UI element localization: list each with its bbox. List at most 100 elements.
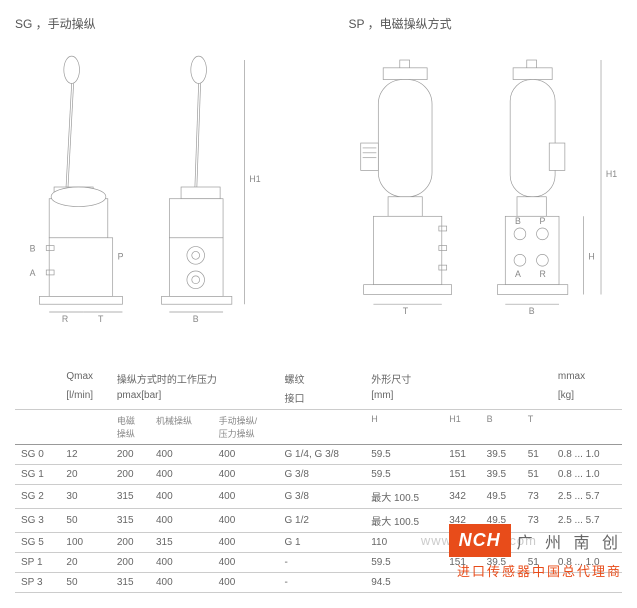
cell-em: 315 (111, 485, 150, 509)
cell-em: 200 (111, 445, 150, 465)
sp-label-H1: H1 (605, 169, 616, 179)
th-p-u: pmax[bar] (111, 386, 279, 410)
cell-em: 200 (111, 465, 150, 485)
sg-label-A: A (30, 268, 36, 278)
th-qmax: Qmax (60, 367, 110, 386)
cell-manual: 400 (213, 533, 279, 553)
cell-H1: 151 (443, 553, 480, 573)
cell-manual: 400 (213, 465, 279, 485)
cell-manual: 400 (213, 509, 279, 533)
cell-T (522, 573, 552, 593)
th-H: H (365, 410, 443, 445)
sp-label-R: R (539, 269, 545, 279)
sg-label-R: R (62, 314, 68, 324)
th-H1: H1 (443, 410, 480, 445)
sg-label-P: P (118, 251, 124, 261)
cell-mech: 400 (150, 573, 213, 593)
cell-H: 最大 100.5 (365, 509, 443, 533)
th-T: T (522, 410, 552, 445)
cell-H1: 151 (443, 445, 480, 465)
sg-label-B: B (30, 243, 36, 253)
cell-thread: - (279, 553, 366, 573)
cell-T: 73 (522, 509, 552, 533)
cell-mech: 400 (150, 509, 213, 533)
sp-label-A: A (515, 269, 521, 279)
cell-q: 20 (60, 465, 110, 485)
cell-model: SG 1 (15, 465, 60, 485)
sg-drawing: B A P R T (15, 47, 289, 327)
sp-label-B: B (515, 216, 521, 226)
diagram-area: SG ，手动操纵 B A (15, 15, 622, 327)
cell-em: 315 (111, 573, 150, 593)
cell-H1: 342 (443, 485, 480, 509)
cell-mech: 315 (150, 533, 213, 553)
th-thread: 螺纹 (279, 367, 366, 386)
cell-model: SG 3 (15, 509, 60, 533)
cell-manual: 400 (213, 485, 279, 509)
th-m-u: [kg] (552, 386, 622, 410)
table-body: SG 012200400400G 1/4, G 3/859.515139.551… (15, 445, 622, 593)
cell-B: 49.5 (481, 509, 522, 533)
sp-label-T: T (402, 306, 408, 316)
cell-q: 50 (60, 573, 110, 593)
table-row: SG 230315400400G 3/8最大 100.534249.5732.5… (15, 485, 622, 509)
cell-H: 最大 100.5 (365, 485, 443, 509)
th-manual: 手动操纵/ 压力操纵 (213, 410, 279, 445)
cell-model: SP 3 (15, 573, 60, 593)
cell-H: 59.5 (365, 465, 443, 485)
sg-label-H1: H1 (249, 174, 260, 184)
cell-thread: G 3/8 (279, 485, 366, 509)
sp-label-P: P (539, 216, 545, 226)
table-row: SG 012200400400G 1/4, G 3/859.515139.551… (15, 445, 622, 465)
cell-manual: 400 (213, 553, 279, 573)
table-row: SP 120200400400-59.515139.5510.8 ... 1.0 (15, 553, 622, 573)
cell-mech: 400 (150, 445, 213, 465)
cell-thread: G 3/8 (279, 465, 366, 485)
cell-q: 20 (60, 553, 110, 573)
th-p: 操纵方式时的工作压力 (111, 367, 279, 386)
cell-m (552, 533, 622, 553)
cell-H1 (443, 573, 480, 593)
cell-T: 51 (522, 553, 552, 573)
cell-H: 94.5 (365, 573, 443, 593)
cell-manual: 400 (213, 445, 279, 465)
cell-B: 39.5 (481, 465, 522, 485)
cell-H: 59.5 (365, 445, 443, 465)
cell-m: 2.5 ... 5.7 (552, 485, 622, 509)
cell-model: SG 0 (15, 445, 60, 465)
cell-T: 51 (522, 445, 552, 465)
th-qmax-u: [l/min] (60, 386, 110, 410)
cell-q: 100 (60, 533, 110, 553)
cell-q: 50 (60, 509, 110, 533)
cell-mech: 400 (150, 553, 213, 573)
cell-thread: - (279, 573, 366, 593)
sp-label-H: H (588, 251, 594, 261)
spec-table: Qmax 操纵方式时的工作压力 螺纹 外形尺寸 mmax [l/min] pma… (15, 367, 622, 593)
cell-B: 39.5 (481, 445, 522, 465)
table-row: SG 120200400400G 3/859.515139.5510.8 ...… (15, 465, 622, 485)
th-m: mmax (552, 367, 622, 386)
cell-m: 0.8 ... 1.0 (552, 445, 622, 465)
cell-mech: 400 (150, 465, 213, 485)
cell-m: 0.8 ... 1.0 (552, 465, 622, 485)
cell-manual: 400 (213, 573, 279, 593)
th-dim: 外形尺寸 (365, 367, 552, 386)
cell-em: 200 (111, 553, 150, 573)
cell-B: 49.5 (481, 485, 522, 509)
sp-diagram-column: SP ，电磁操纵方式 (349, 15, 623, 327)
sg-diagram-column: SG ，手动操纵 B A (15, 15, 289, 327)
cell-m: 2.5 ... 5.7 (552, 509, 622, 533)
sp-drawing: T B P A R H (349, 47, 623, 327)
sg-label-T: T (98, 314, 104, 324)
cell-thread: G 1/2 (279, 509, 366, 533)
sg-title: SG ，手动操纵 (15, 15, 289, 32)
cell-m: 0.8 ... 1.0 (552, 553, 622, 573)
cell-T: 73 (522, 485, 552, 509)
cell-B: 39.5 (481, 553, 522, 573)
table-row: SP 350315400400-94.5 (15, 573, 622, 593)
cell-thread: G 1/4, G 3/8 (279, 445, 366, 465)
cell-H: 59.5 (365, 553, 443, 573)
sg-label-Bdim: B (193, 314, 199, 324)
cell-q: 12 (60, 445, 110, 465)
cell-thread: G 1 (279, 533, 366, 553)
